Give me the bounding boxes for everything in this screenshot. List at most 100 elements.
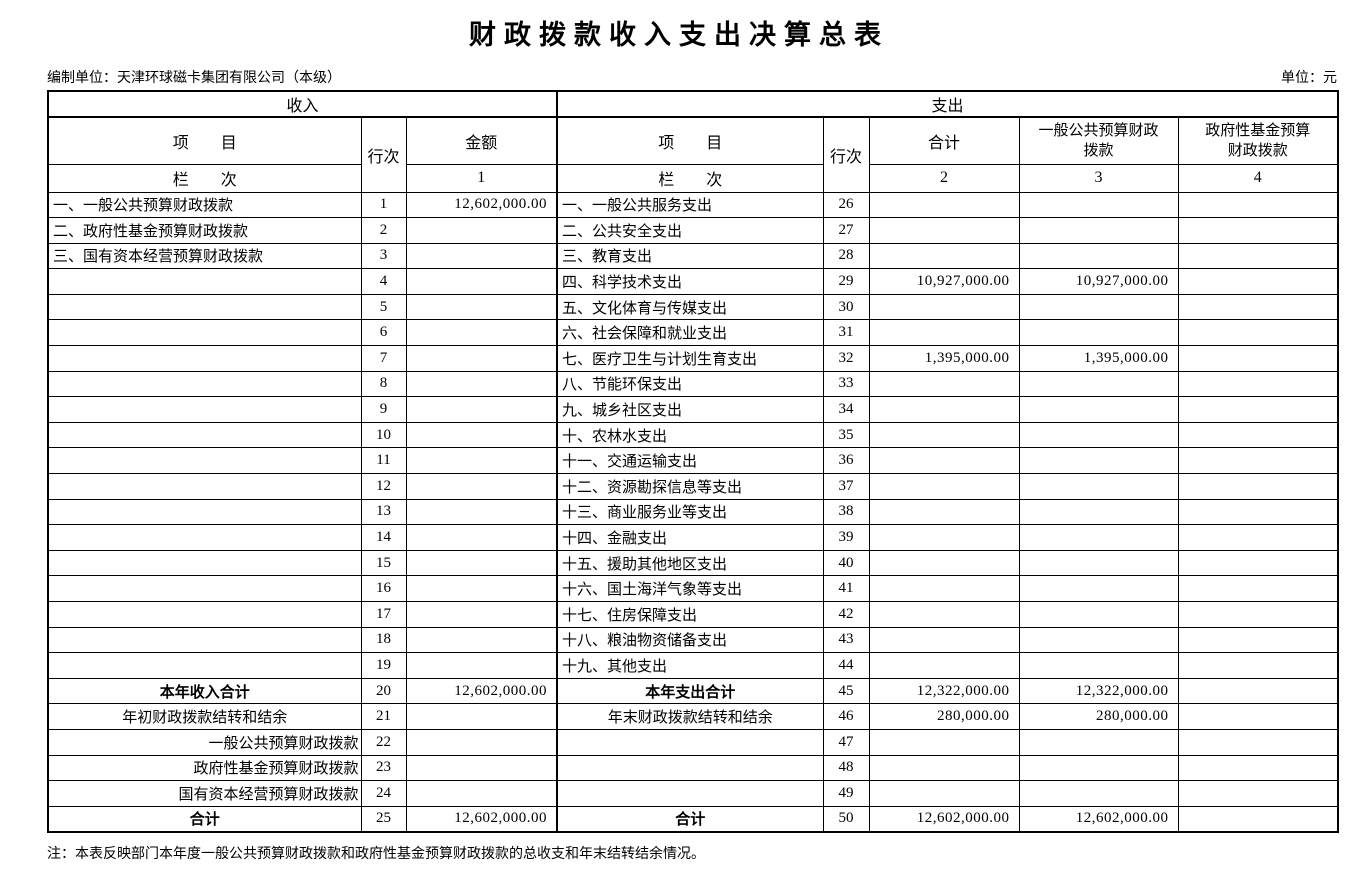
meta-row: 编制单位：天津环球磁卡集团有限公司（本级） 单位：元: [47, 67, 1337, 87]
income-item-header: 项 目: [47, 116, 362, 165]
table-row: 二、政府性基金预算财政拨款 2 二、公共安全支出 27: [47, 217, 1339, 244]
expense-general-budget-cell: [1018, 370, 1179, 398]
income-col-label: 栏 次: [47, 163, 362, 193]
expense-total-cell: [868, 473, 1020, 500]
expense-item-cell: 四、科学技术支出: [556, 268, 824, 295]
income-line-no-cell: 5: [360, 293, 407, 321]
expense-gov-fund-cell: [1177, 242, 1339, 270]
expense-total-cell: [868, 754, 1020, 782]
expense-line-no-cell: 38: [822, 498, 870, 526]
expense-gov-fund-cell: [1177, 575, 1339, 602]
table-row: 一般公共预算财政拨款 22 47: [47, 728, 1339, 756]
expense-total-cell: 12,322,000.00: [868, 677, 1020, 705]
expense-line-no-cell: 44: [822, 652, 870, 679]
expense-general-budget-cell: [1018, 319, 1179, 347]
expense-gov-fund-cell: [1177, 473, 1339, 500]
income-amount-cell: [405, 217, 558, 244]
table-row: 16 十六、国土海洋气象等支出 41: [47, 575, 1339, 602]
expense-line-no-cell: 26: [822, 191, 870, 219]
expense-gov-fund-cell: [1177, 754, 1339, 782]
expense-general-budget-cell: [1018, 601, 1179, 628]
expense-line-no-cell: 46: [822, 703, 870, 730]
expense-total-cell: [868, 575, 1020, 602]
expense-gov-fund-cell: [1177, 191, 1339, 219]
table-row: 9 九、城乡社区支出 34: [47, 396, 1339, 423]
expense-section-header: 支出: [556, 90, 1339, 118]
expense-total-cell: 1,395,000.00: [868, 345, 1020, 372]
expense-general-budget-cell: [1018, 447, 1179, 475]
table-row: 13 十三、商业服务业等支出 38: [47, 498, 1339, 526]
income-item-cell: [47, 498, 362, 526]
expense-total-cell: [868, 396, 1020, 423]
income-line-no-cell: 7: [360, 345, 407, 372]
page-title: 财政拨款收入支出决算总表: [469, 20, 889, 50]
income-amount-header: 金额: [405, 116, 558, 165]
expense-total-cell: [868, 626, 1020, 654]
income-amount-cell: [405, 601, 558, 628]
expense-total-cell: [868, 549, 1020, 577]
income-item-cell: [47, 319, 362, 347]
expense-general-budget-cell: [1018, 421, 1179, 449]
expense-total-cell: 10,927,000.00: [868, 268, 1020, 295]
expense-gov-fund-header: 政府性基金预算 财政拨款: [1177, 116, 1339, 165]
table-row: 合计 25 12,602,000.00 合计 50 12,602,000.00 12,602…: [47, 805, 1339, 833]
expense-line-no-cell: 29: [822, 268, 870, 295]
income-line-no-cell: 20: [360, 677, 407, 705]
expense-gov-fund-cell: [1177, 268, 1339, 295]
expense-general-budget-cell: [1018, 217, 1179, 244]
expense-gov-fund-cell: [1177, 421, 1339, 449]
expense-item-cell: 十五、援助其他地区支出: [556, 549, 824, 577]
expense-gov-fund-cell: [1177, 217, 1339, 244]
expense-item-cell: 合计: [556, 805, 824, 833]
income-item-cell: 年初财政拨款结转和结余: [47, 703, 362, 730]
income-line-no-cell: 16: [360, 575, 407, 602]
column-header-row: 项 目 行次 金额 项 目 行次 合计 一般公共预算财政 拨款 政府性基金预算 …: [47, 116, 1339, 193]
expense-general-budget-cell: [1018, 728, 1179, 756]
expense-general-budget-cell: [1018, 626, 1179, 654]
income-amount-cell: [405, 498, 558, 526]
income-item-cell: 本年收入合计: [47, 677, 362, 705]
income-item-cell: [47, 396, 362, 423]
expense-line-no-cell: 47: [822, 728, 870, 756]
table-row: 14 十四、金融支出 39: [47, 524, 1339, 551]
income-item-cell: [47, 293, 362, 321]
income-item-cell: [47, 447, 362, 475]
expense-line-no-cell: 40: [822, 549, 870, 577]
income-item-cell: [47, 626, 362, 654]
col-index-4: 4: [1177, 163, 1339, 193]
income-line-no-cell: 9: [360, 396, 407, 423]
table-row: 12 十二、资源勘探信息等支出 37: [47, 473, 1339, 500]
expense-total-cell: 280,000.00: [868, 703, 1020, 730]
income-amount-cell: [405, 421, 558, 449]
expense-general-budget-cell: [1018, 191, 1179, 219]
expense-gov-fund-cell: [1177, 319, 1339, 347]
expense-item-cell: 三、教育支出: [556, 242, 824, 270]
expense-general-budget-cell: [1018, 754, 1179, 782]
income-item-cell: [47, 370, 362, 398]
expense-total-cell: [868, 217, 1020, 244]
expense-total-cell: [868, 780, 1020, 807]
expense-item-cell: 六、社会保障和就业支出: [556, 319, 824, 347]
income-item-cell: [47, 575, 362, 602]
income-amount-cell: [405, 447, 558, 475]
expense-item-cell: 一、一般公共服务支出: [556, 191, 824, 219]
expense-line-no-cell: 50: [822, 805, 870, 833]
expense-line-no-cell: 37: [822, 473, 870, 500]
income-line-no-cell: 12: [360, 473, 407, 500]
column-index-row: 栏 次 1 栏 次 2 3 4: [47, 163, 1339, 193]
income-amount-cell: [405, 728, 558, 756]
col-index-2: 2: [868, 163, 1020, 193]
expense-general-budget-cell: [1018, 780, 1179, 807]
income-line-no-cell: 10: [360, 421, 407, 449]
expense-total-cell: [868, 242, 1020, 270]
expense-total-cell: [868, 652, 1020, 679]
expense-total-cell: [868, 319, 1020, 347]
expense-item-cell: 十七、住房保障支出: [556, 601, 824, 628]
expense-item-cell: 十、农林水支出: [556, 421, 824, 449]
income-line-no-cell: 6: [360, 319, 407, 347]
expense-gov-fund-cell: [1177, 447, 1339, 475]
expense-item-cell: 五、文化体育与传媒支出: [556, 293, 824, 321]
table-row: 11 十一、交通运输支出 36: [47, 447, 1339, 475]
table-row: 年初财政拨款结转和结余 21 年末财政拨款结转和结余 46 280,000.00 280,…: [47, 703, 1339, 730]
